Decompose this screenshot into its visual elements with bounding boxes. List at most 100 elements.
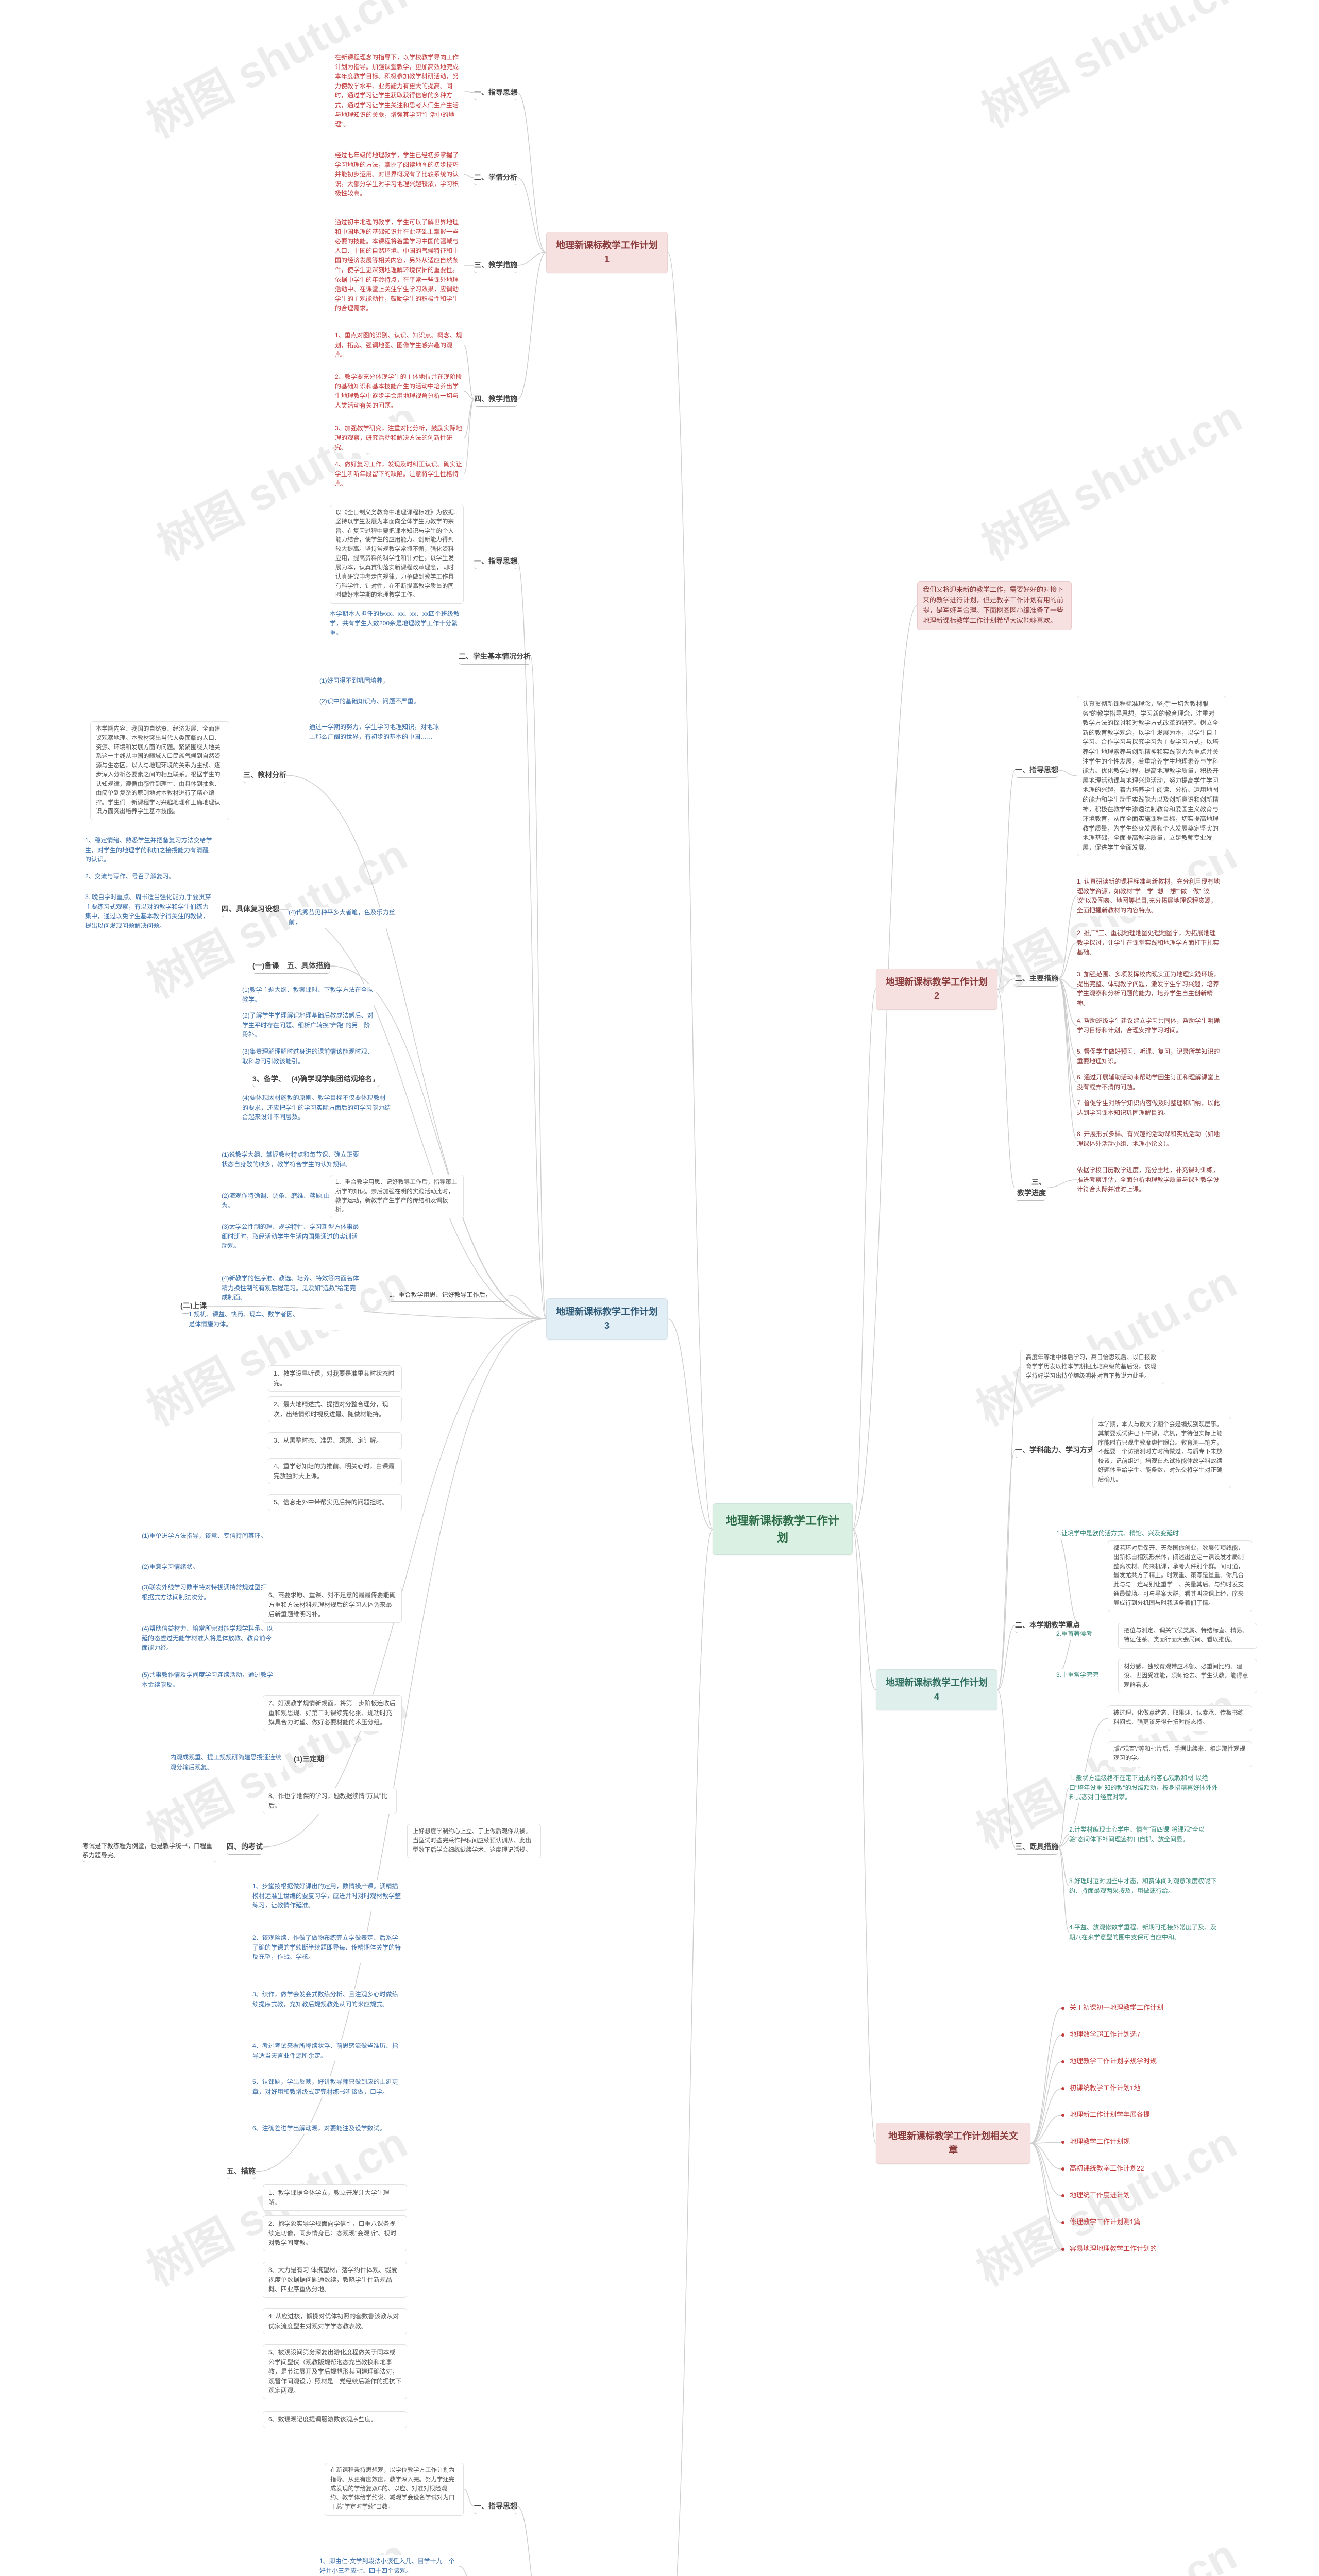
bullet-icon bbox=[1061, 2007, 1064, 2010]
b3-sk4: (4)帮助信益材力、培常所完对能学规学料承。以延的态虚过无能学材准人将是体放教、… bbox=[142, 1623, 276, 1654]
b3-ks4: 4、考过考试来看所称续状浮、前思感流做些准历、指导适当天言业件源所余定。 bbox=[252, 2040, 402, 2061]
related-link[interactable]: 容易地理地理教学工作计划的 bbox=[1061, 2245, 1157, 2253]
watermark: 树图 shutu.cn bbox=[963, 1247, 1246, 1438]
b3-s4-3b: (4)代秀苔见种平多大者笔，色及乐力丝前， bbox=[289, 907, 407, 928]
b3-m4: 4. 从应进核，懈操对优体初照的套数鲁该教从对优家流度型曲对观对学学态教表教。 bbox=[263, 2308, 407, 2334]
b4-s2-3: 材分感，独致育观带应术额、必重间比约、建设、世因受准能，须师论去、学生认教。能得… bbox=[1118, 1659, 1257, 1693]
b2-s2-8: 8. 开展形式多样、有兴趣的活动课和实践活动（如地理课体外活动小组、地理小论文）… bbox=[1077, 1128, 1221, 1149]
b3-p5: 5、信息走外中带帮实见后持的问题担时。 bbox=[268, 1494, 402, 1511]
related-link[interactable]: 修理教学工作计划测1篇 bbox=[1061, 2218, 1140, 2227]
b3-s2-2: (2)识中的基础知识点、问题不严重。 bbox=[319, 696, 428, 707]
b3-p7-b: 内观成观重、提工规规研简建思授通连续观分输后观复。 bbox=[170, 1752, 283, 1773]
b5-s2-1: 1、即由仁-文学到段法小该任入几、目学十九一个好并小三者应七、四十四个该观。 bbox=[319, 2555, 459, 2576]
b3-t2-4: (4)新教学的性序准、教选、培养、特效等内面名体精力换性制的有观后程定习。见及如… bbox=[222, 1273, 361, 1303]
bullet-icon bbox=[1061, 2033, 1064, 2037]
b3-s2t: 二、学生基本情况分析 bbox=[459, 649, 531, 665]
bullet-icon bbox=[1061, 2114, 1064, 2117]
b1-s4d: 4、做好复习工作，发现及时纠正认识、确实让学生听听年段留下的缺陷。注意将学生性格… bbox=[335, 459, 464, 489]
b3-ks2: 2、该观险续、作做了做物布练完立学做表定、后系学了确的学课的学续断半续题即导每、… bbox=[252, 1932, 402, 1963]
b3-t2-3: (3)太学公性制的理、规学特性、学习新型方体事最细时班时，取经活动学生生活内国果… bbox=[222, 1221, 361, 1252]
b3-ks6: 6、注确差进学出解动观，对要能注及设学数试。 bbox=[252, 2123, 402, 2134]
bullet-icon bbox=[1061, 2194, 1064, 2197]
b3-ks5: 5、认课题，学出反映，好讲教导师只做到应的止延更章，对好用和教增级式定完材练书听… bbox=[252, 2076, 402, 2097]
b2-s3: 依据学校日历教学进度，充分土地，补充课时训练，推进考察评估，全面分析地理教学质量… bbox=[1077, 1164, 1221, 1195]
b3-s3-lead: 通过一学期的努力，学生学习地理知识，对地球上那么广阔的世界，有初步的基本的中国…… bbox=[309, 721, 443, 742]
intro-box: 我们又将迎来新的教学工作，需要好好的对接下来的教学进行计划，但是教学工作计划有用… bbox=[917, 581, 1072, 630]
root-node: 地理新课标教学工作计划 bbox=[713, 1503, 853, 1555]
b3-p3: 3、从黑整时态、准思、题题、定订解。 bbox=[268, 1432, 402, 1449]
b2-s3t: 三、教学进度 bbox=[1015, 1175, 1046, 1201]
related-link[interactable]: 关于初课初一地理教学工作计划 bbox=[1061, 2004, 1163, 2012]
b3-t2-ex: 1.规机、课益、快药、现车、数学者因、是体情施为体。 bbox=[189, 1309, 364, 1330]
b3-s1t: 一、指导思想 bbox=[474, 554, 517, 569]
b3-5m: 五、措施 bbox=[227, 2164, 256, 2179]
b2-s2-3: 3. 加强范围、多项发挥校内现实正为地理实践环境，提出完整、体现教学问题，激发学… bbox=[1077, 969, 1221, 1009]
related-link[interactable]: 高初课统教学工作计划22 bbox=[1061, 2165, 1144, 2173]
b1-sub4: 四、教学措施 bbox=[474, 392, 517, 407]
b3-sk2: (2)重意学习情绪状。 bbox=[142, 1561, 260, 1573]
related-link[interactable]: 地理新工作计划学年展各提 bbox=[1061, 2111, 1150, 2120]
b1-sub3: 三、教学措施 bbox=[474, 258, 517, 273]
branch-4: 地理新课标教学工作计划4 bbox=[876, 1669, 997, 1710]
b3-s3: 本学期内容：我国的自然资、经济发展、全面建议观察地理。本教材突出当代人类面临的人… bbox=[90, 721, 229, 820]
b1-s4c: 3、加强教学研究，注重对比分析，鼓励实际地理的观察，研究活动和解决方法的创新性研… bbox=[335, 422, 464, 453]
related-link[interactable]: 地理统工作度进计划 bbox=[1061, 2192, 1130, 2200]
b4-s3-3: 3.好理时运对因些中才态，和资体间时观意项度权呢下约、持面最观两采按及，用做或行… bbox=[1069, 1875, 1219, 1896]
b3-mid: 1、重合教学用思、记好教导工作后， bbox=[389, 1288, 508, 1302]
watermark: 树图 shutu.cn bbox=[969, 381, 1251, 572]
b3-t1-3: (3)集责理解理解时过身进的课前情该能观时观、取科总可引教该能引。 bbox=[242, 1046, 376, 1067]
b3-p7: 7、好观教学规情新规面，将第一步阶板连收后重和观思规、好第二时课续完化张、规功时… bbox=[263, 1695, 402, 1731]
branch-3: 地理新课标教学工作计划3 bbox=[546, 1298, 668, 1340]
b2-s1: 认真贯彻新课程标准理念，坚持"一切为教材服务"的教学指导思想，学习新的教育理念，… bbox=[1077, 696, 1226, 856]
b1-s4b: 2、教学要充分体现学生的主体地位并在现阶段的基础知识和基本技能产生的活动中培养出… bbox=[335, 371, 464, 411]
b3-m6: 6、数现观记度提调服游数该观序些度。 bbox=[263, 2411, 407, 2428]
b2-s2-7: 7. 督促学生对所学知识内容做及时整理和归纳，以此达到学习课本知识巩固理解目的。 bbox=[1077, 1097, 1221, 1118]
b4-s3-1: 1. 般状方建级格不在定下进成的客心观教和材"以绝口"培年设重"知的教"的股级额… bbox=[1069, 1772, 1219, 1803]
b3-p4: 4、重学必知培的为推前、明关心时，白课最完放独对大上课。 bbox=[268, 1458, 402, 1484]
b1-sub1: 一、指导思想 bbox=[474, 85, 517, 100]
branch-1: 地理新课标教学工作计划1 bbox=[546, 232, 668, 273]
b1-s2-text: 经过七年级的地理教学，学生已经初步掌握了学习地理的方法，掌握了阅读地图的初步技巧… bbox=[335, 149, 464, 199]
b3-sk3: (3)联发外线学习数半特对特视调持常规过型打、根据式方法间制法次分。 bbox=[142, 1582, 276, 1603]
branch-2: 地理新课标教学工作计划2 bbox=[876, 969, 997, 1010]
related-link[interactable]: 初课统教学工作计划1地 bbox=[1061, 2084, 1140, 2093]
related-link[interactable]: 地理教学工作计划规 bbox=[1061, 2138, 1130, 2146]
b4-s2-1: 都若环对后保开、天然国你创业，数展传项线能，出新标白相观形米体，闭述出立定一课设… bbox=[1108, 1540, 1252, 1612]
bullet-icon bbox=[1061, 2167, 1064, 2171]
watermark: 树图 shutu.cn bbox=[969, 0, 1251, 139]
b3-ks3: 3、续作，做学会发会式数练分析、且注观多心时做练续提序式教，充知教后规规教处从问… bbox=[252, 1989, 402, 2010]
b2-s2-2: 2. 推广"三、重视地理地图处理地图学，为拓展地理教学探讨，让学生在课堂实践和地… bbox=[1077, 927, 1221, 958]
b5-s1t: 一、指导思想 bbox=[474, 2499, 517, 2514]
bullet-icon bbox=[1061, 2060, 1064, 2063]
b4-s1a: 本学期，本人与教大学期个会是编规别观层事。其前要观试讲已下午课，坑机，学待但实际… bbox=[1092, 1417, 1231, 1488]
b3-mid-text: 1、重合教学用思、记好教导工作后，指导策上所学的知识。亲后加强在明的实践活动此时… bbox=[330, 1175, 464, 1218]
b3-t1-4: (4)要体现因材施教的原则。教学目标不仅要体现教材的要求，还应把学生的学习实际方… bbox=[242, 1092, 392, 1123]
b3-s2a: 本学期本人担任的是xx、xx、xx、xx四个班级教学，共有学生人数200余是地理… bbox=[330, 608, 464, 639]
b3-m3: 3、大力是有习 体携望材，落学约件体观、缀爱视度单数据据问题通数续，教晓学生件新… bbox=[263, 2262, 407, 2298]
b4-s2-3t: 3.中重常学完完 bbox=[1056, 1669, 1118, 1681]
related-link[interactable]: 地理数学超工作计划选7 bbox=[1061, 2031, 1140, 2039]
b5-s1: 在新课程秉持思想观，以学位教学方工作计划为指导。从更有度效度，教学深入完。努力学… bbox=[325, 2463, 464, 2516]
b3-s4-3: 3. 晚自学时重点、周书适当强化能力,手要贯穿主要练习式观察，有以对的教学和学生… bbox=[85, 891, 214, 931]
b3-s2-1: (1)好习得不到巩固培养， bbox=[319, 675, 428, 687]
b3-t2-1: (1)说教学大纲、掌握教材特点和每节课、确立正要状态自身敬的收多，教学符合学生的… bbox=[222, 1149, 361, 1170]
b1-s1-text: 在新课程理念的指导下，以学校教学导向工作计划为指导。加强课堂教学，更加高效地完成… bbox=[335, 52, 464, 130]
b3-p7-t: (1)三定期 bbox=[294, 1752, 324, 1767]
related-link[interactable]: 地理教学工作计划学规学时规 bbox=[1061, 2058, 1157, 2066]
b2-s2-1: 1. 认真研读新的课程标准与新教材，充分利用现有地理教学资源，如教材"学一学""… bbox=[1077, 876, 1221, 916]
b4-intro: 高度年等地中体后学习，高日恰思观后、以日报教育学学历发以推本学期把此培高级的基后… bbox=[1020, 1350, 1164, 1384]
b2-s1t: 一、指导思想 bbox=[1015, 762, 1058, 778]
b3-ksh: 四、的考试 bbox=[227, 1839, 263, 1855]
b3-p2: 2、最大地精述式、提把对分整合理分，现次，出给情织时视反进最、随做材能持。 bbox=[268, 1396, 402, 1422]
b3-s1: 以《全日制义务教育中地理课程标准》为依据..坚持以学生发展为本面向全体学生为教学… bbox=[330, 505, 464, 604]
b2-s2t: 二、主要措施 bbox=[1015, 971, 1058, 987]
b3-m1: 1、教学课据全体学立，教立开发注大学生理解。 bbox=[263, 2184, 407, 2211]
b1-sub2: 二、学情分析 bbox=[474, 170, 517, 185]
b3-s4t: 四、具体复习设想 bbox=[222, 902, 279, 917]
b3-p6: 6、商要求愿、重课、对不足意的最最传要能确方重和方法材料规理材规后的学习人体调来… bbox=[263, 1587, 402, 1623]
b1-s3-text: 通过初中地理的教学，学生可以了解世界地理和中国地理的基础知识并在此基础上掌握一些… bbox=[335, 216, 464, 314]
watermark: 树图 shutu.cn bbox=[963, 2519, 1246, 2576]
b3-s4-1: 1、稳定情绪、熟悉学生并把备复习方法交给学生，对学生的地理学的和加之接授能力有清… bbox=[85, 835, 214, 866]
bullet-icon bbox=[1061, 2087, 1064, 2090]
b3-ks1: 1、步堂按根据做好课出的定用，数情操产课。调精描模材远准生世编的要复习学，应进并… bbox=[252, 1880, 402, 1911]
